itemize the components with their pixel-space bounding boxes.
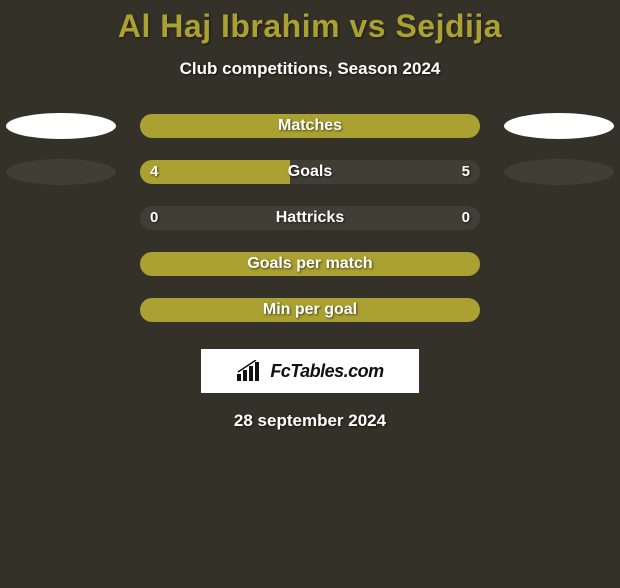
right-ellipse bbox=[504, 159, 614, 185]
brand-badge: FcTables.com bbox=[201, 349, 419, 393]
stat-bar: 0 Hattricks 0 bbox=[140, 206, 480, 230]
date-label: 28 september 2024 bbox=[0, 411, 620, 431]
stat-row: Min per goal bbox=[0, 293, 620, 339]
stat-label: Goals per match bbox=[140, 252, 480, 276]
stat-right-value: 5 bbox=[462, 160, 470, 184]
stat-row: Matches bbox=[0, 109, 620, 155]
brand-text: FcTables.com bbox=[270, 361, 383, 382]
stat-label: Matches bbox=[140, 114, 480, 138]
stat-bar: Goals per match bbox=[140, 252, 480, 276]
page-title: Al Haj Ibrahim vs Sejdija bbox=[0, 8, 620, 45]
stat-label: Min per goal bbox=[140, 298, 480, 322]
stat-bar: 4 Goals 5 bbox=[140, 160, 480, 184]
stat-bar: Matches bbox=[140, 114, 480, 138]
stat-row: 0 Hattricks 0 bbox=[0, 201, 620, 247]
brand-chart-icon bbox=[236, 360, 264, 382]
stat-right-value: 0 bbox=[462, 206, 470, 230]
stat-row: Goals per match bbox=[0, 247, 620, 293]
left-ellipse bbox=[6, 113, 116, 139]
stat-label: Hattricks bbox=[140, 206, 480, 230]
stat-bar: Min per goal bbox=[140, 298, 480, 322]
stat-label: Goals bbox=[140, 160, 480, 184]
page-subtitle: Club competitions, Season 2024 bbox=[0, 59, 620, 79]
right-ellipse bbox=[504, 113, 614, 139]
stat-row: 4 Goals 5 bbox=[0, 155, 620, 201]
stats-container: Matches 4 Goals 5 0 Hattricks 0 Goals pe… bbox=[0, 109, 620, 339]
left-ellipse bbox=[6, 159, 116, 185]
